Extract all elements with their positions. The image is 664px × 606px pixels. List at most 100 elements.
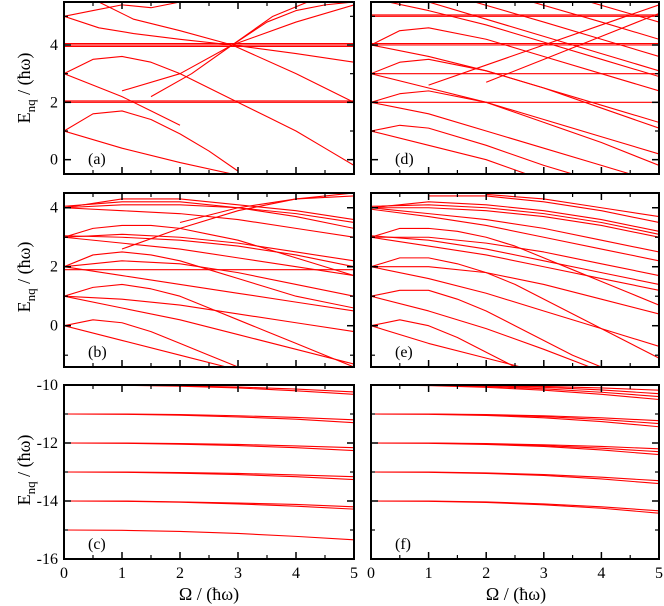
panel-d-series-9 [371, 101, 631, 174]
panel-b-series-11 [64, 236, 354, 277]
panel-e-series-11 [371, 201, 659, 232]
panel-d-series-14 [388, 2, 659, 78]
panel-a-series-13 [150, 2, 308, 98]
panel-e-series-16 [428, 195, 659, 224]
panel-f-xtick-label-4: 4 [597, 565, 605, 582]
panel-e-series-6 [371, 266, 659, 315]
panel-c-xtick-label-2: 2 [176, 565, 184, 582]
panels-layer: 024(a) (d)024(b) (e)0 1 2 3 4 5-16-14-12-10(c)0… [37, 1, 663, 582]
panel-e-label: (e) [395, 344, 413, 361]
panel-e-series-4 [371, 257, 659, 359]
panel-a-series-9 [98, 2, 354, 103]
panel-c-xtick-label-4: 4 [292, 565, 300, 582]
panel-d-series-18 [589, 2, 659, 23]
panel-b-series-group [64, 193, 354, 367]
panel-c-xtick-label-0: 0 [60, 565, 68, 582]
panel-c-ytick-label-3: -10 [37, 377, 58, 394]
panel-e-series-12 [371, 207, 659, 238]
panel-b-series-0 [64, 319, 239, 367]
panel-a-ytick-label-0: 0 [50, 152, 58, 169]
panel-c-series-2 [64, 500, 354, 508]
panel-b-series-6 [64, 260, 354, 297]
panel-a-ytick-label-2: 4 [50, 37, 58, 54]
panel-c-series-group [64, 385, 354, 541]
panel-b-series-10 [64, 233, 354, 262]
y-axis-label-bottom: Enq / (ħω) [14, 435, 38, 506]
panel-f-xtick-label-5: 5 [655, 565, 663, 582]
x-axis-label-left: Ω / (ħω) [179, 584, 239, 605]
panel-b-series-5 [64, 251, 354, 309]
panel-a-series-11 [64, 15, 354, 63]
panel-b-series-4 [64, 295, 354, 333]
panel-e-series-10 [371, 235, 659, 285]
panel-e-series-9 [371, 236, 659, 277]
panel-a-ytick-label-1: 2 [50, 94, 58, 111]
panel-c-series-4 [64, 471, 354, 478]
panel-c-xtick-label-1: 1 [118, 565, 126, 582]
x-axis-label-right: Ω / (ħω) [486, 584, 546, 605]
panel-a-series-8 [64, 73, 181, 126]
panel-c-xtick-label-3: 3 [234, 565, 242, 582]
panel-f-series-3 [371, 471, 659, 482]
panel-e-series-5 [371, 266, 659, 347]
panel-a: 0 2 4 (a) [50, 1, 355, 175]
panel-e-series-3 [371, 295, 591, 367]
panel-b: 0 2 4 (b) [50, 192, 355, 368]
y-axis-label-top: Enq / (ħω) [14, 53, 38, 124]
panel-f-xtick-label-3: 3 [540, 565, 548, 582]
panel-f-label: (f) [395, 536, 411, 553]
panel-a-label: (a) [88, 151, 106, 168]
panel-d-series-15 [428, 2, 659, 72]
panel-f: 0 1 2 3 4 5 (f) [367, 384, 663, 582]
panel-c-xtick-label-5: 5 [350, 565, 358, 582]
panel-d-series-12 [371, 27, 659, 92]
panel-e-series-group [371, 193, 659, 367]
panel-c: 0 1 2 3 4 5 -16 -14 -12 -10 (c) [37, 377, 358, 582]
panel-d-series-20 [485, 12, 659, 83]
panel-c-ytick-label-2: -12 [37, 435, 58, 452]
panel-d-series-19 [428, 4, 659, 86]
panel-d-series-17 [532, 2, 659, 40]
panel-b-series-2 [64, 283, 354, 367]
panel-d-series-13 [371, 44, 659, 123]
panel-b-series-16 [64, 201, 354, 229]
panel-e-series-1 [371, 325, 521, 367]
panel-d-series-7 [371, 130, 527, 174]
panel-b-series-3 [64, 295, 354, 365]
panel-e-series-14 [371, 204, 659, 235]
panel-a-series-5 [64, 110, 239, 172]
panel-a-series-6 [64, 130, 233, 174]
panel-b-label: (b) [88, 344, 107, 361]
panel-d: (d) [370, 1, 660, 175]
panel-a-series-group [64, 2, 354, 174]
panel-d-series-group [371, 2, 659, 174]
panel-a-series-14 [231, 2, 354, 46]
panel-e-series-2 [371, 289, 602, 367]
panel-c-series-6 [64, 442, 354, 449]
panel-f-series-group [371, 385, 659, 514]
panel-b-series-7 [64, 266, 354, 312]
panel-d-series-16 [474, 2, 659, 57]
panel-b-series-9 [64, 224, 354, 277]
panel-e-series-15 [371, 208, 659, 262]
panel-f-xtick-label-0: 0 [367, 565, 375, 582]
panel-b-series-12 [64, 235, 354, 268]
panel-f-series-6 [371, 442, 659, 450]
panel-b-ytick-label-2: 4 [50, 200, 58, 217]
panel-f-xtick-label-1: 1 [425, 565, 433, 582]
panel-c-series-8 [64, 413, 354, 421]
panel-e-series-0 [371, 319, 516, 367]
panel-c-series-0 [64, 529, 354, 541]
panel-b-series-15 [64, 207, 354, 238]
panel-b-ytick-label-1: 2 [50, 259, 58, 276]
panel-b-series-17 [121, 193, 354, 250]
panel-d-series-10 [371, 58, 659, 129]
y-axis-label-middle: Enq / (ħω) [14, 242, 38, 313]
panel-b-series-1 [64, 325, 227, 367]
panel-c-ytick-label-1: -14 [37, 493, 58, 510]
panel-a-series-7 [64, 55, 354, 166]
panel-e-series-8 [371, 236, 659, 291]
panel-f-series-9 [371, 413, 659, 422]
panel-e-series-7 [371, 227, 659, 306]
